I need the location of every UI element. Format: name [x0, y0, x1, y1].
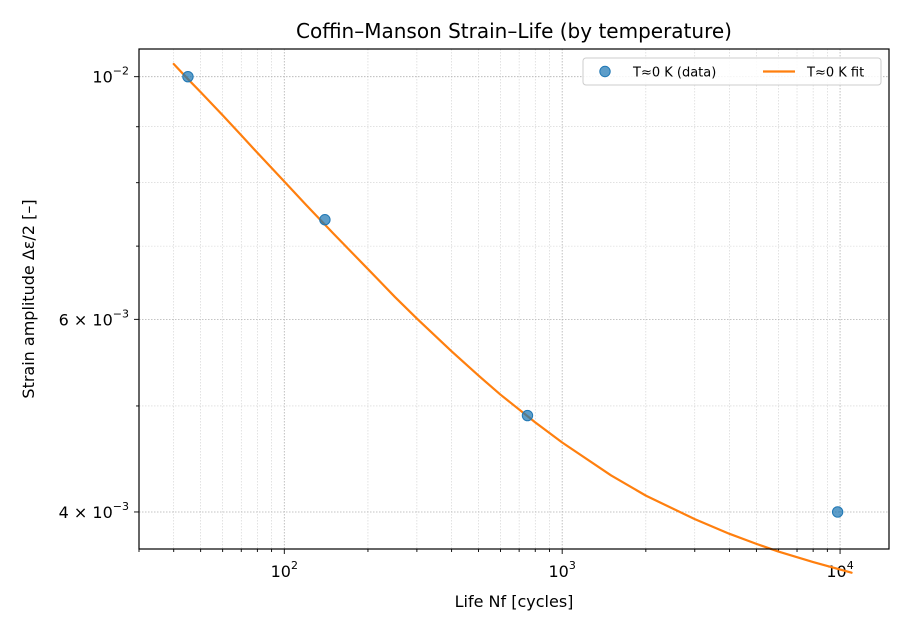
legend: T≈0 K (data) T≈0 K fit: [582, 57, 882, 86]
y-axis-label: Strain amplitude Δε/2 [–]: [19, 199, 38, 398]
data-point: [521, 409, 534, 422]
legend-marker-data: [599, 65, 611, 78]
legend-label-data: T≈0 K (data): [632, 66, 716, 81]
grid-lines: [138, 49, 889, 549]
data-point: [831, 506, 844, 518]
x-axis-label: Life Nf [cycles]: [455, 592, 574, 611]
series-layer: [172, 62, 853, 574]
data-point: [319, 214, 331, 226]
x-tick-label: 103: [549, 559, 576, 581]
x-tick-label: 102: [271, 559, 298, 581]
y-tick-label: 6 × 10−3: [59, 307, 129, 329]
y-tick-label: 10−2: [92, 65, 129, 87]
legend-label-fit: T≈0 K fit: [806, 66, 864, 81]
chart-title: Coffin–Manson Strain–Life (by temperatur…: [296, 19, 732, 43]
fit-line: [172, 62, 853, 574]
plot-frame: [138, 48, 890, 550]
data-point: [182, 70, 194, 83]
y-tick-label: 4 × 10−3: [59, 500, 129, 522]
legend-box: [582, 57, 882, 86]
